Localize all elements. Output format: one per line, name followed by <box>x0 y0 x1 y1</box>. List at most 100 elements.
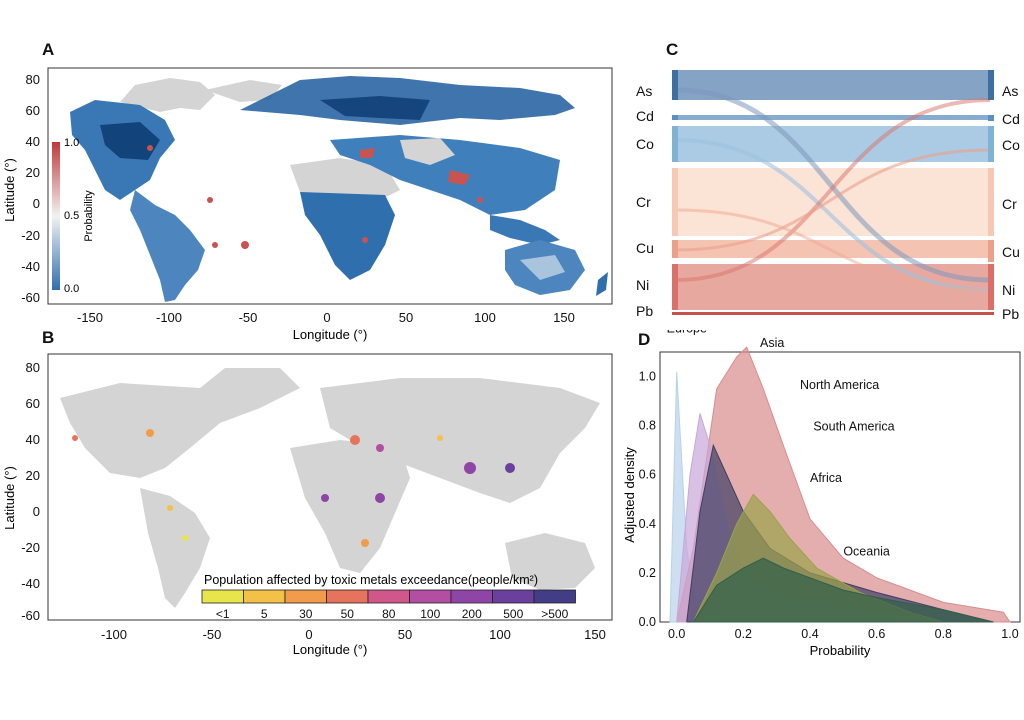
panel-a-xlabel: Longitude (°) <box>293 327 368 342</box>
panel-d-xticks: 0.0 0.2 0.4 0.6 0.8 1.0 <box>668 627 1019 641</box>
ytick: -20 <box>21 228 40 243</box>
legend-swatch <box>409 589 452 604</box>
xtick: 0 <box>323 310 330 325</box>
legend-label: 100 <box>420 607 440 621</box>
region-label: Asia <box>760 336 784 350</box>
panel-a-ylabel: Latitude (°) <box>2 158 17 222</box>
region-label: Europe <box>667 330 707 335</box>
panel-a-yticks: 80 60 40 20 0 -20 -40 -60 <box>21 72 40 305</box>
sankey-node-right <box>988 312 994 315</box>
xtick: 0.8 <box>935 627 952 641</box>
node-label-left: As <box>636 83 652 99</box>
sankey-node-right <box>988 70 994 100</box>
legend-label: 50 <box>341 607 355 621</box>
node-label-right: Pb <box>1002 306 1019 322</box>
legend-label: >500 <box>541 607 568 621</box>
node-label-left: Cr <box>636 194 651 210</box>
xtick: 50 <box>399 310 413 325</box>
colorbar-tick: 1.0 <box>64 137 79 149</box>
ytick: 60 <box>26 396 40 411</box>
ytick: 0.4 <box>639 517 656 531</box>
node-label-left: Ni <box>636 277 649 293</box>
sankey-node-left <box>672 240 678 258</box>
node-label-right: Cu <box>1002 244 1020 260</box>
sankey-node-right <box>988 126 994 162</box>
legend-swatch <box>492 589 535 604</box>
panel-b-map: 80 60 40 20 0 -20 -40 -60 -100 -50 0 50 … <box>2 353 613 657</box>
xtick: 150 <box>584 627 606 642</box>
node-label-right: Ni <box>1002 282 1015 298</box>
legend-title: Population affected by toxic metals exce… <box>204 573 538 587</box>
xtick: 0.2 <box>735 627 752 641</box>
panel-a-letter: A <box>42 40 55 59</box>
sankey-node-left <box>672 312 678 315</box>
density-area-oceania <box>692 557 994 623</box>
legend-labels: <1 5 30 50 80 100 200 500 >500 <box>216 607 569 621</box>
ytick: -60 <box>21 290 40 305</box>
panel-b-ylabel: Latitude (°) <box>2 466 17 530</box>
ytick: 40 <box>26 134 40 149</box>
xtick: 50 <box>398 627 412 642</box>
ytick: -40 <box>21 576 40 591</box>
xtick: 0.6 <box>868 627 885 641</box>
xtick: 100 <box>474 310 496 325</box>
sankey-node-left <box>672 115 678 120</box>
legend-swatch <box>284 589 327 604</box>
panel-b-xlabel: Longitude (°) <box>293 642 368 657</box>
xtick: -100 <box>101 627 127 642</box>
xtick: 1.0 <box>1001 627 1018 641</box>
panel-b-letter: B <box>42 328 55 347</box>
sahara-shape <box>290 158 400 200</box>
legend-swatch <box>201 589 244 604</box>
xtick: -50 <box>203 627 222 642</box>
node-label-left: Cu <box>636 240 654 256</box>
sankey-diagram: As Cd Co Cr Cu Ni Pb As Cd Co Cr Cu Ni P… <box>636 70 1020 322</box>
node-label-right: Cr <box>1002 196 1017 212</box>
ytick: -40 <box>21 259 40 274</box>
ytick: 0.2 <box>639 566 656 580</box>
africa-shape <box>290 440 410 573</box>
legend-swatches <box>201 589 576 604</box>
greenland-shape <box>120 78 215 112</box>
ytick: 20 <box>26 468 40 483</box>
ytick: 0.8 <box>639 419 656 433</box>
panel-a-map: 80 60 40 20 0 -20 -40 -60 -150 -100 -50 … <box>2 67 613 342</box>
ytick: 0.0 <box>639 615 656 629</box>
ytick: 0.6 <box>639 468 656 482</box>
africa-shape <box>300 192 395 280</box>
legend-label: 500 <box>503 607 523 621</box>
legend-label: 5 <box>261 607 268 621</box>
panel-d-letter: D <box>638 330 651 349</box>
panel-d-yticks: 1.0 0.8 0.6 0.4 0.2 0.0 <box>639 370 656 629</box>
south-america-shape <box>140 488 210 608</box>
ytick: 1.0 <box>639 370 656 384</box>
legend-label: 30 <box>299 607 313 621</box>
colorbar-tick: 0.0 <box>64 283 79 295</box>
panel-a-xticks: -150 -100 -50 0 50 100 150 <box>77 310 575 325</box>
panel-a: A 80 60 40 20 <box>0 40 630 345</box>
node-label-left: Pb <box>636 303 653 319</box>
eurasia-shape <box>320 378 600 503</box>
node-label-right: Co <box>1002 137 1020 153</box>
legend-label: <1 <box>216 607 230 621</box>
panel-c: C As Cd Co Cr Cu Ni Pb As Cd Co <box>630 40 1024 330</box>
node-label-left: Co <box>636 136 654 152</box>
density-chart: Europe Asia North America South America Afri… <box>622 330 1021 658</box>
legend-swatch <box>450 589 493 604</box>
ytick: 0 <box>33 196 40 211</box>
sankey-node-right <box>988 240 994 262</box>
ytick: 20 <box>26 165 40 180</box>
south-america-shape <box>130 190 205 302</box>
legend-swatch <box>243 589 286 604</box>
colorbar-tick: 0.5 <box>64 210 79 222</box>
xtick: -100 <box>156 310 182 325</box>
sankey-node-right <box>988 115 994 121</box>
node-label-right: As <box>1002 83 1018 99</box>
sankey-node-right <box>988 168 994 236</box>
panel-b-xticks: -100 -50 0 50 100 150 <box>101 627 606 642</box>
region-label: South America <box>813 420 894 434</box>
xtick: 150 <box>553 310 575 325</box>
ytick: 80 <box>26 72 40 87</box>
ytick: 60 <box>26 103 40 118</box>
colorbar-title: Probability <box>83 190 95 242</box>
